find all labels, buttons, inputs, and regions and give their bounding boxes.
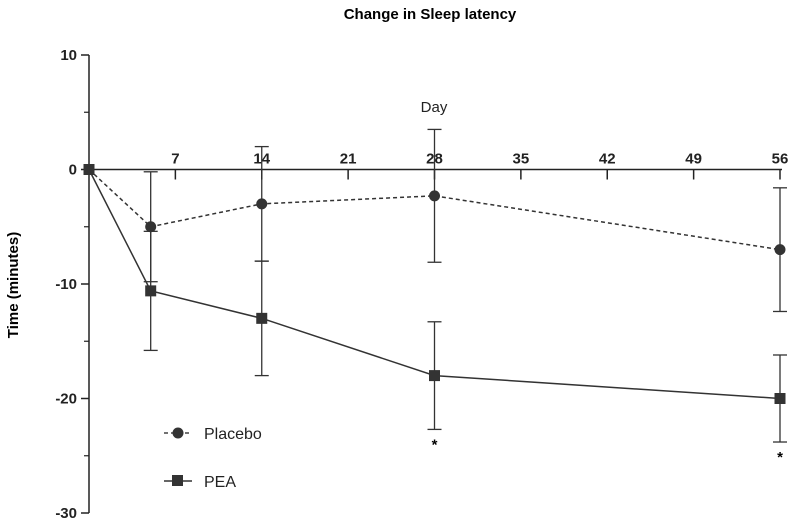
x-tick-label: 56 — [772, 151, 789, 168]
legend-placebo-label: Placebo — [204, 426, 262, 443]
y-axis-label: Time (minutes) — [5, 232, 22, 338]
data-point-square — [774, 393, 786, 404]
data-point-square — [83, 164, 95, 175]
x-tick-label: 42 — [599, 151, 616, 168]
data-point-circle — [774, 244, 786, 256]
x-ticks: 7 14 21 28 35 42 49 56 — [171, 151, 788, 180]
data-point-square — [429, 370, 440, 382]
legend-pea-label: PEA — [204, 474, 236, 491]
y-ticks: 10 0 -10 -20 -30 — [55, 47, 89, 520]
x-tick-label: 35 — [513, 151, 530, 168]
annotations: ** — [432, 436, 784, 466]
y-tick-label: -30 — [55, 505, 77, 520]
x-tick-label: 7 — [171, 151, 179, 168]
significance-marker: * — [432, 436, 438, 453]
data-point-square — [256, 312, 268, 324]
legend-item-placebo: Placebo — [164, 426, 262, 443]
x-tick-label: 21 — [340, 151, 357, 168]
chart-title: Change in Sleep latency — [344, 6, 517, 23]
legend: Placebo PEA — [164, 426, 262, 491]
y-tick-label: 0 — [69, 162, 77, 179]
series-pea — [83, 164, 787, 443]
x-axis-label: Day — [421, 99, 448, 116]
legend-item-pea: PEA — [164, 474, 236, 491]
y-tick-label: 10 — [60, 47, 77, 64]
significance-marker: * — [777, 449, 783, 466]
data-point-circle — [145, 221, 157, 233]
series-layer — [83, 128, 787, 443]
legend-pea-marker — [172, 475, 183, 486]
y-tick-label: -20 — [55, 391, 77, 408]
data-point-circle — [256, 198, 268, 210]
data-point-circle — [429, 190, 440, 202]
data-point-square — [145, 285, 157, 297]
legend-placebo-marker — [172, 427, 184, 439]
x-tick-label: 49 — [685, 151, 702, 168]
y-tick-label: -10 — [55, 276, 77, 293]
